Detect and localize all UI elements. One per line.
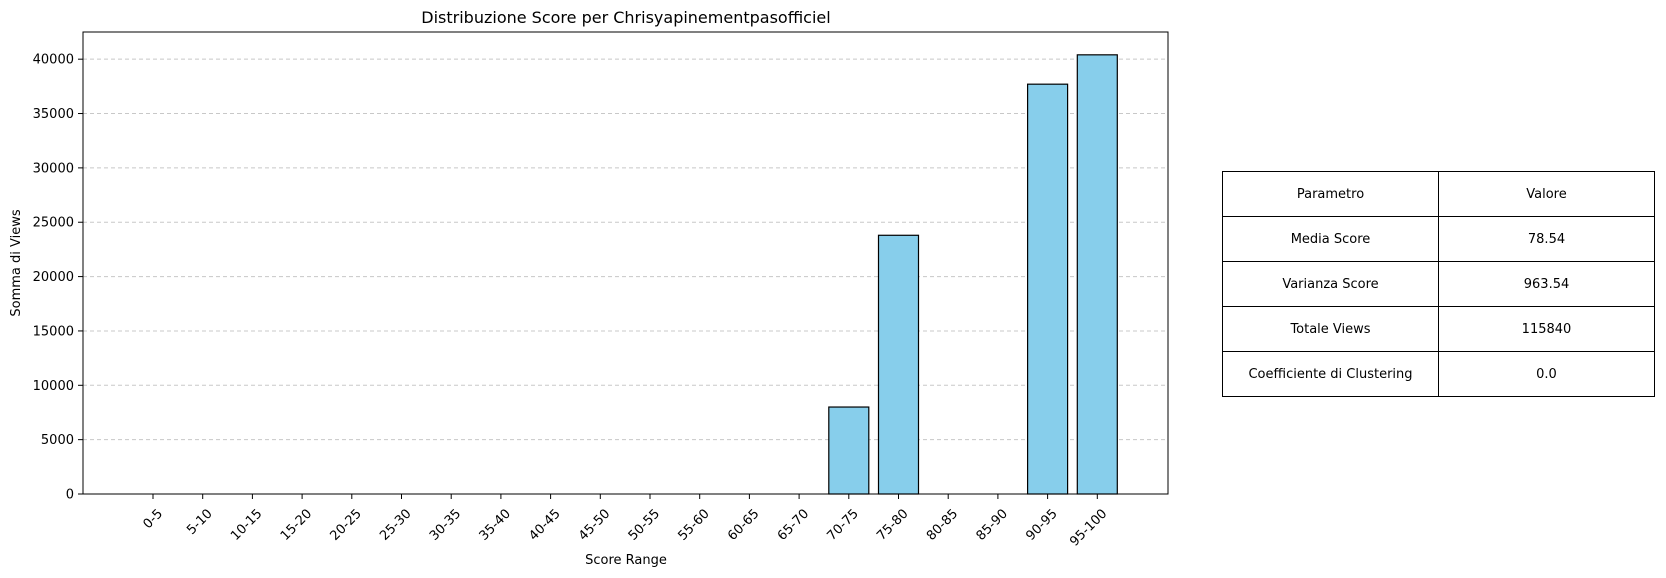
- x-tick-label: 25-30: [377, 506, 414, 543]
- x-tick-label: 85-90: [974, 506, 1011, 543]
- y-axis-label: Somma di Views: [9, 209, 24, 316]
- x-tick-label: 60-65: [725, 506, 762, 543]
- y-axis-ticks: 0 5000 10000 15000 20000 25000 30000 35000 40000: [33, 53, 83, 503]
- y-tick-label: 25000: [33, 216, 74, 231]
- x-tick-label: 45-50: [576, 506, 613, 543]
- y-tick-label: 0: [66, 488, 74, 503]
- x-axis-label: Score Range: [585, 553, 667, 568]
- x-axis-ticks: 0-5 5-10 10-15 15-20 20-25 25-30 30-35 35-40 40-…: [140, 494, 1110, 550]
- x-tick-label: 35-40: [477, 506, 514, 543]
- table-header-row: Parametro Valore: [1222, 171, 1655, 217]
- x-tick-label: 5-10: [184, 506, 215, 537]
- stats-table: Parametro Valore Media Score 78.54 Varia…: [1222, 171, 1655, 397]
- x-tick-label: 95-100: [1067, 506, 1110, 549]
- table-cell-value: 0.0: [1438, 351, 1655, 397]
- x-tick-label: 10-15: [228, 506, 265, 543]
- x-tick-label: 50-55: [626, 506, 663, 543]
- bar: [877, 234, 920, 495]
- table-row: Totale Views 115840: [1222, 306, 1655, 352]
- bar: [828, 406, 870, 495]
- bar: [1026, 83, 1069, 495]
- table-row: Media Score 78.54: [1222, 216, 1655, 262]
- x-tick-label: 55-60: [675, 506, 712, 543]
- x-tick-label: 80-85: [924, 506, 961, 543]
- table-cell-parameter: Coefficiente di Clustering: [1222, 351, 1439, 397]
- y-tick-label: 20000: [33, 270, 74, 285]
- table-cell-value: 78.54: [1438, 216, 1655, 262]
- y-tick-label: 40000: [33, 53, 74, 68]
- plot-frame: [82, 31, 1169, 495]
- table-cell-parameter: Totale Views: [1222, 306, 1439, 352]
- x-tick-label: 0-5: [140, 506, 166, 532]
- table-header-cell: Valore: [1438, 171, 1655, 217]
- x-tick-label: 20-25: [328, 506, 365, 543]
- table-cell-parameter: Varianza Score: [1222, 261, 1439, 307]
- y-tick-label: 5000: [41, 433, 74, 448]
- table-cell-value: 963.54: [1438, 261, 1655, 307]
- y-tick-label: 35000: [33, 107, 74, 122]
- bars: [828, 54, 1118, 495]
- table-row: Varianza Score 963.54: [1222, 261, 1655, 307]
- x-tick-label: 90-95: [1023, 506, 1060, 543]
- grid-lines: [83, 58, 1168, 441]
- x-tick-label: 75-80: [874, 506, 911, 543]
- bar: [1076, 54, 1118, 495]
- table-header-cell: Parametro: [1222, 171, 1439, 217]
- y-tick-label: 30000: [33, 161, 74, 176]
- x-tick-label: 15-20: [278, 506, 315, 543]
- chart-title: Distribuzione Score per Chrisyapinementp…: [421, 8, 830, 27]
- table-cell-value: 115840: [1438, 306, 1655, 352]
- x-tick-label: 70-75: [825, 506, 862, 543]
- table-row: Coefficiente di Clustering 0.0: [1222, 351, 1655, 397]
- y-tick-label: 15000: [33, 324, 74, 339]
- x-tick-label: 40-45: [526, 506, 563, 543]
- x-tick-label: 30-35: [427, 506, 464, 543]
- x-tick-label: 65-70: [775, 506, 812, 543]
- y-tick-label: 10000: [33, 379, 74, 394]
- table-cell-parameter: Media Score: [1222, 216, 1439, 262]
